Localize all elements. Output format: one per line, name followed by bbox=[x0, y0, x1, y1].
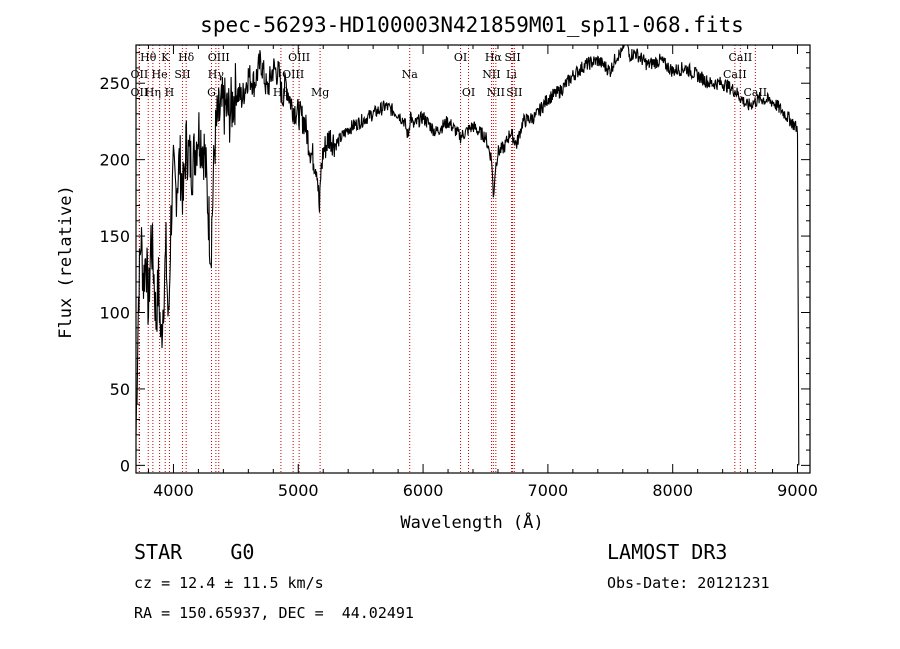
line-label: Hη bbox=[145, 86, 161, 99]
line-label: SII bbox=[504, 51, 520, 64]
line-label: Mg bbox=[311, 86, 329, 99]
line-label: G bbox=[207, 86, 216, 99]
line-label: CaII bbox=[729, 51, 753, 64]
line-label: Li bbox=[506, 68, 517, 81]
plot-frame bbox=[135, 44, 811, 474]
chart-title: spec-56293-HD100003N421859M01_sp11-068.f… bbox=[200, 13, 744, 37]
line-label: Hα bbox=[485, 51, 503, 64]
y-tick-label: 50 bbox=[110, 380, 130, 399]
line-label: OII bbox=[131, 68, 149, 81]
x-tick-label: 9000 bbox=[777, 481, 818, 500]
line-label: K bbox=[161, 51, 170, 64]
line-label: Na bbox=[402, 68, 419, 81]
y-tick-label: 250 bbox=[99, 74, 130, 93]
line-label: OI bbox=[454, 51, 467, 64]
obs-date-readout: Obs-Date: 20121231 bbox=[607, 574, 770, 592]
line-label: SII bbox=[506, 86, 522, 99]
line-label: OI bbox=[462, 86, 475, 99]
y-tick-label: 200 bbox=[99, 151, 130, 170]
classification-label: STAR G0 bbox=[134, 540, 255, 564]
line-label: Hθ bbox=[140, 51, 157, 64]
line-label: Hδ bbox=[178, 51, 195, 64]
line-label: OIII bbox=[288, 51, 310, 64]
line-label: CaII bbox=[723, 68, 747, 81]
x-tick-label: 4000 bbox=[153, 481, 194, 500]
line-label: Hγ bbox=[208, 68, 225, 81]
line-label: NII bbox=[482, 68, 500, 81]
y-tick-label: 150 bbox=[99, 227, 130, 246]
survey-label: LAMOST DR3 bbox=[607, 540, 728, 564]
line-label: SII bbox=[174, 68, 190, 81]
y-tick-label: 100 bbox=[99, 304, 130, 323]
x-tick-label: 7000 bbox=[528, 481, 569, 500]
line-label: CaII bbox=[743, 86, 767, 99]
x-tick-label: 6000 bbox=[403, 481, 444, 500]
line-label: NII bbox=[487, 86, 505, 99]
redshift-readout: cz = 12.4 ± 11.5 km/s bbox=[134, 574, 324, 592]
x-axis-label: Wavelength (Å) bbox=[400, 511, 543, 533]
flux-series-line bbox=[135, 44, 800, 466]
line-label: H bbox=[165, 86, 175, 99]
line-label: OIII bbox=[282, 68, 304, 81]
x-tick-label: 5000 bbox=[278, 481, 319, 500]
y-tick-label: 0 bbox=[120, 456, 130, 475]
y-axis-label: Flux (relative) bbox=[56, 185, 76, 339]
line-label: OII bbox=[131, 86, 149, 99]
line-label: He bbox=[152, 68, 168, 81]
line-label: OIII bbox=[208, 51, 230, 64]
coordinates-readout: RA = 150.65937, DEC = 44.02491 bbox=[134, 604, 414, 622]
x-tick-label: 8000 bbox=[652, 481, 693, 500]
